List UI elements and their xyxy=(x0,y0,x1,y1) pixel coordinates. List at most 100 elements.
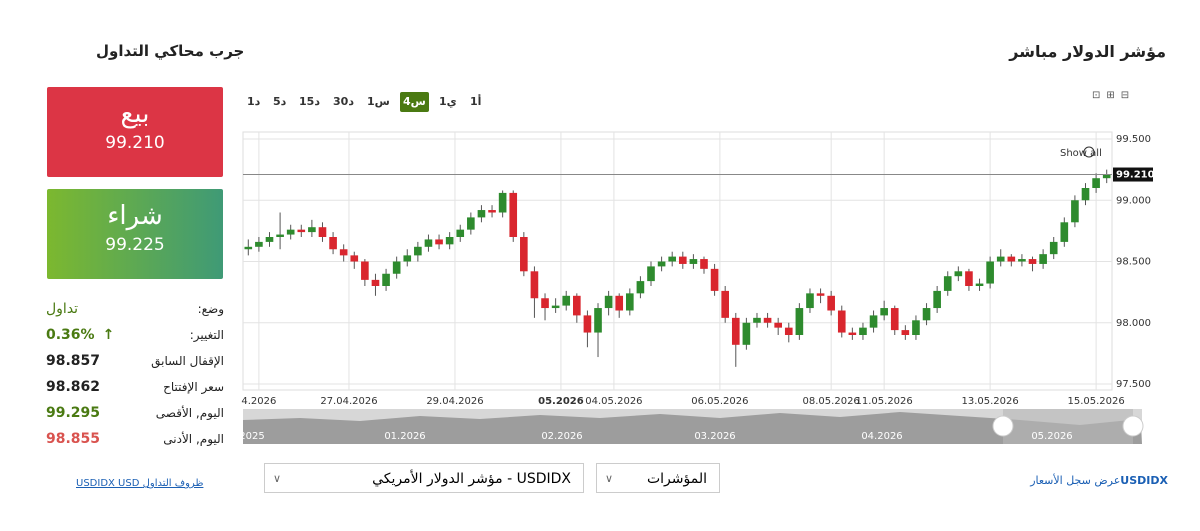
stat-value: 98.857 xyxy=(46,353,100,369)
history-symbol: USDIDX xyxy=(1120,474,1168,487)
candle-body xyxy=(520,237,528,272)
candle-body xyxy=(541,298,549,309)
timeframe-button[interactable]: 4س xyxy=(400,92,429,112)
candle-body xyxy=(1018,259,1026,262)
candle-body xyxy=(297,229,306,233)
candle-body xyxy=(1028,259,1037,264)
candle-body xyxy=(954,271,963,277)
timeframe-button[interactable]: 15د xyxy=(299,95,320,108)
show-all: Show all xyxy=(1060,148,1102,159)
x-tick-label: 15.05.2026 xyxy=(1067,396,1124,407)
candle-body xyxy=(678,256,687,264)
stat-value: 98.855 xyxy=(46,431,100,447)
sell-button[interactable]: بيع 99.210 xyxy=(47,87,223,177)
candle-body xyxy=(763,317,772,323)
conditions-link[interactable]: USDIDX USD ظروف التداول xyxy=(76,478,204,489)
y-tick-label: 99.000 xyxy=(1116,195,1151,206)
x-tick-label: 08.05.2026 xyxy=(803,396,860,407)
stat-value-text: 99.295 xyxy=(46,405,101,421)
candle-body xyxy=(922,308,931,321)
candle-body xyxy=(689,259,698,264)
candle-body xyxy=(551,305,560,309)
candle-body xyxy=(837,310,846,333)
candle-body xyxy=(890,308,899,331)
stat-row: اليوم, الأدنى 98.855 xyxy=(46,428,224,454)
candle-body xyxy=(816,293,825,296)
simulator-title: جرب محاكي التداول xyxy=(96,42,245,60)
candle-body xyxy=(1081,188,1090,201)
x-tick-label: 06.05.2026 xyxy=(691,396,748,407)
stat-value: 99.295 xyxy=(46,405,100,421)
history-link[interactable]: USDIDXعرض سجل الأسعار xyxy=(1030,474,1168,487)
candle-body xyxy=(774,322,782,328)
candle-body xyxy=(604,295,613,309)
candle-body xyxy=(742,322,751,345)
stat-arrow: ↑ xyxy=(102,327,115,343)
stat-label: التغيير: xyxy=(189,328,224,342)
candle-body xyxy=(731,317,740,345)
candle-body xyxy=(255,241,263,247)
candle-body xyxy=(710,268,719,291)
stat-value-text: تداول xyxy=(46,301,79,317)
stat-label: سعر الإفتتاح xyxy=(163,380,224,394)
x-tick-label: 4.2026 xyxy=(241,396,276,407)
candle-body xyxy=(996,256,1005,262)
stat-label: الإقفال السابق xyxy=(151,354,224,368)
candle-body xyxy=(509,192,518,237)
y-tick-label: 98.500 xyxy=(1116,257,1151,268)
stat-value-text: 98.857 xyxy=(46,353,101,369)
candle-body xyxy=(361,261,369,280)
candle-body xyxy=(350,255,359,262)
x-tick-label: 05.2026 xyxy=(538,396,584,407)
candle-body xyxy=(276,234,284,237)
candle-body xyxy=(1039,254,1047,264)
timeframe-button[interactable]: 1د xyxy=(247,95,261,108)
stat-value: 98.862 xyxy=(46,379,100,395)
history-text: عرض سجل الأسعار xyxy=(1030,474,1121,487)
candle-body xyxy=(1092,178,1100,188)
chart-tools[interactable]: ⊡⊞⊟ xyxy=(1092,90,1136,101)
timeframe-button[interactable]: 30د xyxy=(333,95,354,108)
candle-body xyxy=(498,192,507,213)
candle-body xyxy=(625,293,634,311)
candle-body xyxy=(827,295,835,311)
indicators-select[interactable]: المؤشرات ∨ xyxy=(596,463,720,493)
candle-body xyxy=(339,249,348,256)
timeframe-button[interactable]: 1ي xyxy=(439,95,457,108)
stat-row: اليوم, الأقصى 99.295 xyxy=(46,402,224,428)
candle-body xyxy=(753,317,761,323)
timeframe-button[interactable]: 5د xyxy=(273,95,287,108)
navigator-label: 2025 xyxy=(239,431,264,442)
candle-body xyxy=(848,332,857,335)
candle-body xyxy=(965,271,973,286)
stat-value: 0.36% ↑ xyxy=(46,327,114,343)
candle-body xyxy=(435,239,443,245)
candle-body xyxy=(308,227,316,233)
stat-row: التغيير: 0.36% ↑ xyxy=(46,324,224,350)
show-all-icon xyxy=(1083,146,1095,158)
x-tick-label: 29.04.2026 xyxy=(426,396,483,407)
candle-body xyxy=(975,283,984,286)
timeframe-button[interactable]: 1أ xyxy=(470,95,482,108)
timeframe-button[interactable]: 1س xyxy=(367,95,390,108)
navigator-label: 02.2026 xyxy=(541,431,582,442)
page-title: مؤشر الدولار مباشر xyxy=(1009,42,1166,61)
y-tick-label: 98.000 xyxy=(1116,318,1151,329)
indicators-text: المؤشرات xyxy=(646,471,707,487)
instrument-select[interactable]: USDIDX - مؤشر الدولار الأمريكي ∨ xyxy=(264,463,584,493)
candle-body xyxy=(636,281,645,294)
buy-button[interactable]: شراء 99.225 xyxy=(47,189,223,279)
candle-body xyxy=(668,256,677,262)
candle-body xyxy=(403,255,412,262)
candle-body xyxy=(806,293,814,309)
candle-body xyxy=(414,246,422,256)
candle-body xyxy=(615,295,624,311)
instrument-text: USDIDX - مؤشر الدولار الأمريكي xyxy=(372,471,571,487)
navigator-label: 04.2026 xyxy=(861,431,902,442)
stat-row: الإقفال السابق 98.857 xyxy=(46,350,224,376)
candle-body xyxy=(859,327,867,335)
navigator-handle xyxy=(992,415,1014,437)
sell-label: بيع xyxy=(120,99,150,129)
